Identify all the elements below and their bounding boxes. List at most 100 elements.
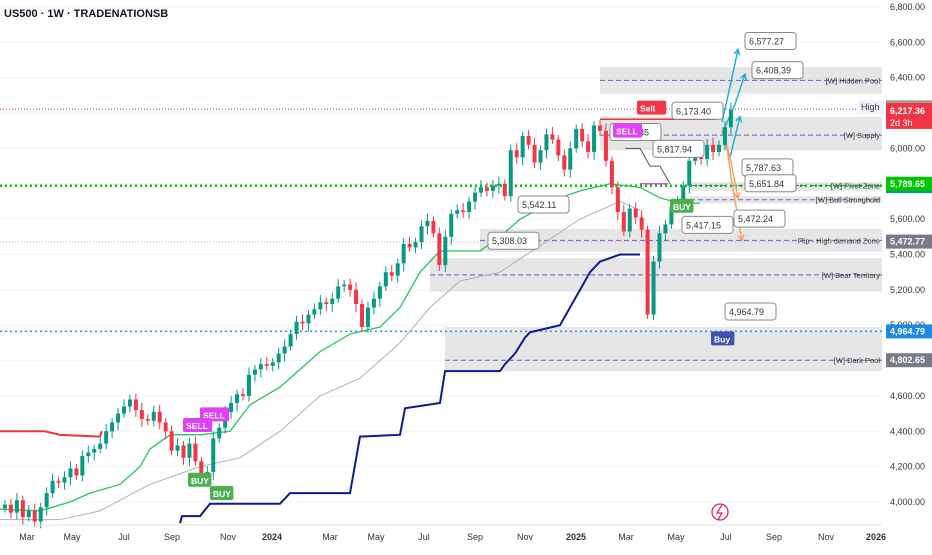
candle-body bbox=[26, 510, 31, 518]
candle-body bbox=[598, 125, 602, 131]
price-label-value: 5,472.77 bbox=[890, 237, 925, 247]
candle bbox=[20, 495, 25, 526]
price-label-bg bbox=[886, 176, 932, 191]
candle bbox=[193, 436, 198, 466]
candle bbox=[312, 303, 317, 320]
price-label-value: 6,217.36 bbox=[890, 106, 925, 116]
candle-body bbox=[336, 286, 341, 299]
candle bbox=[419, 220, 424, 250]
candle bbox=[580, 123, 585, 148]
signal-box bbox=[711, 331, 735, 346]
candle-body bbox=[122, 406, 126, 414]
signal-label: SELL bbox=[200, 407, 230, 422]
candle-body bbox=[300, 321, 305, 324]
candle-body bbox=[324, 302, 329, 304]
candle-body bbox=[377, 286, 382, 299]
callout-box bbox=[487, 231, 540, 250]
y-tick-label: 6,600.00 bbox=[890, 37, 925, 47]
red-trend-line bbox=[0, 430, 103, 438]
price-callout: 5,417.15 bbox=[681, 215, 734, 234]
candle-body bbox=[592, 125, 597, 152]
candle bbox=[74, 463, 79, 480]
candle bbox=[461, 203, 466, 218]
candle-body bbox=[294, 321, 299, 335]
signal-text: BUY bbox=[213, 489, 231, 499]
candle bbox=[98, 437, 103, 454]
candle-body bbox=[663, 224, 668, 234]
candle-body bbox=[32, 510, 37, 522]
y-tick-label: 4,600.00 bbox=[890, 391, 925, 401]
price-axis-bg bbox=[884, 0, 932, 550]
candle bbox=[62, 471, 67, 490]
callout-value: 6,577.27 bbox=[749, 36, 784, 46]
candle bbox=[145, 414, 150, 426]
price-axis: 6,800.006,600.006,400.006,200.006,000.00… bbox=[858, 0, 932, 550]
candle bbox=[437, 227, 442, 271]
candle bbox=[276, 347, 281, 370]
candle bbox=[288, 329, 293, 351]
signal-label: BUY bbox=[670, 198, 694, 213]
price-label-value: 5,789.65 bbox=[890, 179, 925, 189]
candle-body bbox=[157, 411, 162, 423]
candle bbox=[133, 393, 138, 417]
grid-layer bbox=[0, 6, 882, 503]
candle bbox=[598, 119, 602, 136]
candle-body bbox=[651, 261, 656, 315]
signal-label: Buy bbox=[711, 331, 735, 346]
candle-body bbox=[211, 438, 216, 472]
candle-body bbox=[443, 236, 448, 266]
callout-box bbox=[517, 195, 570, 214]
y-tick-label: 6,800.00 bbox=[890, 2, 925, 12]
candle-body bbox=[413, 242, 418, 248]
candle bbox=[14, 492, 19, 520]
candle bbox=[401, 238, 406, 272]
candle-body bbox=[92, 448, 97, 453]
candle bbox=[407, 236, 412, 252]
signal-text: SELL bbox=[186, 421, 208, 431]
x-tick-label: Nov bbox=[818, 532, 835, 542]
signal-text: SELL bbox=[616, 127, 638, 137]
candle-body bbox=[603, 130, 608, 161]
price-axis-label: 4,802.65 bbox=[886, 353, 932, 368]
candle-body bbox=[246, 374, 251, 396]
x-tick-label: Sep bbox=[164, 532, 180, 542]
candle-body bbox=[86, 452, 91, 457]
candle bbox=[502, 179, 507, 201]
x-tick-label: Nov bbox=[220, 532, 237, 542]
signal-box bbox=[670, 198, 694, 213]
callout-value: 6,173.40 bbox=[676, 106, 711, 116]
x-tick-label: Mar bbox=[19, 532, 35, 542]
candle bbox=[264, 356, 269, 371]
candle-body bbox=[342, 284, 347, 287]
candle-body bbox=[193, 443, 198, 462]
candle-body bbox=[312, 309, 317, 315]
gray-trend-line bbox=[0, 200, 641, 521]
price-label-countdown: 2d 3h bbox=[890, 118, 913, 128]
candle bbox=[306, 310, 311, 332]
candle-body bbox=[526, 136, 531, 145]
candle bbox=[342, 280, 347, 292]
candle bbox=[455, 204, 460, 219]
candle-body bbox=[681, 185, 686, 204]
candle bbox=[633, 202, 638, 225]
candle-body bbox=[633, 208, 638, 218]
candle bbox=[449, 209, 454, 245]
signal-text: SELL bbox=[203, 410, 225, 420]
candle bbox=[603, 123, 608, 167]
candle-body bbox=[50, 480, 55, 494]
callout-value: 5,472.24 bbox=[738, 214, 773, 224]
candle bbox=[413, 237, 418, 254]
zone-label: [W] Bull Stronghold bbox=[816, 196, 880, 205]
candle-body bbox=[425, 220, 430, 227]
candle bbox=[568, 141, 573, 178]
price-axis-label: 4,964.79 bbox=[886, 324, 932, 339]
x-tick-label: Jul bbox=[118, 532, 130, 542]
candle bbox=[151, 406, 156, 427]
callout-value: 5,651.84 bbox=[749, 179, 784, 189]
price-callout: 6,408.39 bbox=[751, 61, 804, 80]
candle-body bbox=[365, 307, 370, 327]
candle-body bbox=[264, 364, 269, 366]
callout-box bbox=[733, 209, 786, 228]
